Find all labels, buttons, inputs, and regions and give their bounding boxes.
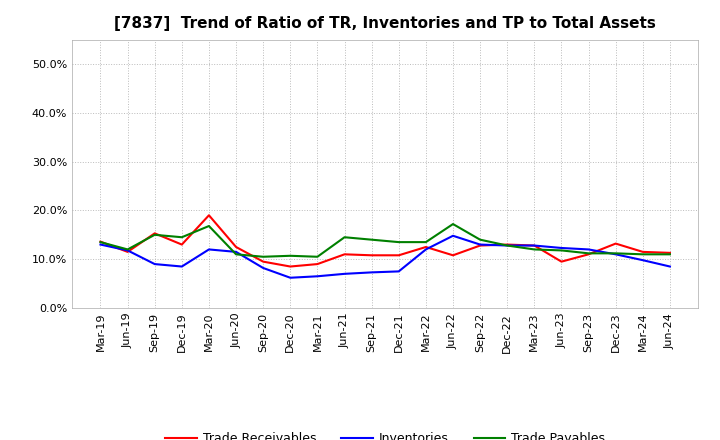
- Trade Payables: [503, 243, 511, 248]
- Trade Receivables: [611, 241, 620, 246]
- Trade Receivables: [557, 259, 566, 264]
- Trade Receivables: [286, 264, 294, 269]
- Inventories: [178, 264, 186, 269]
- Inventories: [611, 252, 620, 257]
- Trade Receivables: [584, 252, 593, 257]
- Trade Payables: [204, 224, 213, 229]
- Trade Receivables: [259, 259, 268, 264]
- Trade Payables: [584, 251, 593, 256]
- Trade Receivables: [232, 244, 240, 249]
- Inventories: [96, 242, 105, 247]
- Trade Payables: [367, 237, 376, 242]
- Inventories: [557, 246, 566, 251]
- Inventories: [639, 257, 647, 263]
- Inventories: [665, 264, 674, 269]
- Trade Receivables: [123, 249, 132, 254]
- Trade Receivables: [341, 252, 349, 257]
- Inventories: [421, 247, 430, 252]
- Trade Payables: [178, 235, 186, 240]
- Trade Receivables: [96, 239, 105, 244]
- Legend: Trade Receivables, Inventories, Trade Payables: Trade Receivables, Inventories, Trade Pa…: [161, 427, 610, 440]
- Line: Trade Payables: Trade Payables: [101, 224, 670, 257]
- Trade Receivables: [313, 261, 322, 267]
- Trade Payables: [341, 235, 349, 240]
- Trade Payables: [665, 252, 674, 257]
- Trade Receivables: [395, 253, 403, 258]
- Trade Payables: [639, 252, 647, 257]
- Trade Receivables: [530, 243, 539, 248]
- Trade Receivables: [150, 231, 159, 236]
- Inventories: [150, 261, 159, 267]
- Trade Payables: [123, 247, 132, 252]
- Trade Receivables: [449, 253, 457, 258]
- Trade Payables: [232, 252, 240, 257]
- Line: Trade Receivables: Trade Receivables: [101, 215, 670, 267]
- Inventories: [584, 247, 593, 252]
- Trade Payables: [611, 251, 620, 256]
- Trade Payables: [476, 237, 485, 242]
- Trade Payables: [530, 247, 539, 252]
- Inventories: [313, 274, 322, 279]
- Inventories: [259, 265, 268, 271]
- Trade Payables: [96, 239, 105, 245]
- Trade Payables: [421, 239, 430, 245]
- Trade Payables: [557, 248, 566, 253]
- Trade Payables: [395, 239, 403, 245]
- Inventories: [286, 275, 294, 280]
- Inventories: [476, 242, 485, 247]
- Inventories: [530, 243, 539, 248]
- Trade Receivables: [421, 244, 430, 249]
- Inventories: [503, 243, 511, 248]
- Trade Receivables: [503, 242, 511, 247]
- Title: [7837]  Trend of Ratio of TR, Inventories and TP to Total Assets: [7837] Trend of Ratio of TR, Inventories…: [114, 16, 656, 32]
- Inventories: [341, 271, 349, 276]
- Trade Payables: [150, 232, 159, 238]
- Inventories: [395, 269, 403, 274]
- Trade Receivables: [476, 243, 485, 248]
- Trade Receivables: [665, 250, 674, 256]
- Trade Payables: [313, 254, 322, 260]
- Trade Payables: [259, 254, 268, 260]
- Inventories: [123, 248, 132, 253]
- Trade Receivables: [178, 242, 186, 247]
- Trade Receivables: [639, 249, 647, 254]
- Trade Receivables: [367, 253, 376, 258]
- Trade Payables: [286, 253, 294, 258]
- Trade Receivables: [204, 213, 213, 218]
- Inventories: [367, 270, 376, 275]
- Line: Inventories: Inventories: [101, 236, 670, 278]
- Inventories: [449, 233, 457, 238]
- Trade Payables: [449, 221, 457, 227]
- Inventories: [232, 249, 240, 254]
- Inventories: [204, 247, 213, 252]
